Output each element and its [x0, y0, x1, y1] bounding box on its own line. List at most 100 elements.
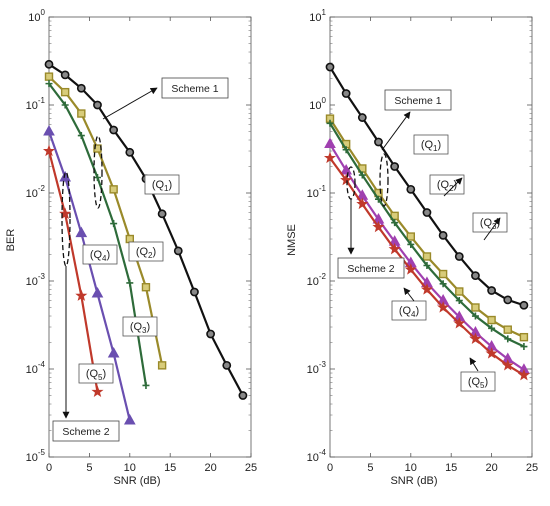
ber-data-point [44, 72, 54, 81]
ber-data-point [190, 287, 199, 297]
nmse-data-point [519, 300, 529, 310]
ber-data-point [126, 279, 134, 287]
nmse-data-point [390, 162, 400, 171]
nmse-data-point [438, 269, 448, 279]
nmse-series-label: (Q4) [399, 305, 419, 319]
nmse-data-point [357, 113, 367, 122]
ber-scheme-1-ellipse [93, 135, 103, 209]
nmse-series-label-box [460, 371, 496, 392]
ber-data-point [238, 391, 248, 400]
ber-data-point [125, 234, 135, 244]
nmse-y-tick-label: 10-2 [307, 272, 327, 288]
nmse-data-point [453, 317, 466, 329]
nmse-y-tick-label: 10-4 [307, 448, 327, 464]
nmse-data-point [407, 240, 415, 248]
ber-data-point [44, 59, 54, 69]
nmse-data-point [326, 119, 334, 127]
nmse-scheme-2-label: Scheme 2 [347, 263, 394, 275]
nmse-data-point [325, 62, 335, 72]
nmse-data-point [323, 151, 337, 164]
nmse-data-point [340, 173, 353, 186]
ber-y-tick-label: 10-4 [26, 360, 46, 376]
nmse-x-tick-label: 5 [367, 462, 373, 474]
ber-series-q5 [42, 144, 104, 397]
nmse-data-point [404, 263, 417, 275]
ber-series-label-box [122, 316, 158, 337]
nmse-data-point [374, 137, 383, 147]
nmse-data-point [391, 219, 399, 227]
nmse-data-point [504, 335, 512, 343]
ber-data-point [42, 144, 56, 157]
ber-data-point [75, 289, 88, 301]
ber-data-point [206, 329, 215, 339]
ber-annotations: Scheme 1 Scheme 2 [52, 77, 229, 442]
nmse-series-line [329, 122, 525, 348]
ber-data-point [60, 87, 70, 97]
nmse-data-point [437, 301, 450, 313]
nmse-data-point [454, 252, 464, 261]
ber-scheme-1-label: Scheme 1 [171, 83, 218, 95]
ber-x-tick-label: 0 [46, 462, 52, 474]
nmse-data-point [471, 303, 480, 312]
ber-y-tick-label: 100 [28, 8, 45, 24]
ber-data-point [123, 413, 136, 425]
nmse-x-tick-label: 25 [526, 462, 538, 474]
ber-data-point [107, 346, 120, 358]
ber-y-tick-label: 10-2 [26, 184, 46, 200]
nmse-data-point [487, 286, 496, 295]
ber-data-point [76, 83, 86, 93]
ber-x-tick-label: 20 [204, 462, 216, 474]
ber-chart: BER SNR (dB) 0 5 10 15 20 25 100 10-1 10-2 10-3 10… [5, 8, 257, 487]
ber-series-q1 [44, 59, 248, 400]
nmse-data-point [388, 242, 401, 255]
nmse-data-point [519, 332, 529, 342]
ber-data-point [61, 101, 69, 109]
ber-y-tick-label: 10-5 [26, 448, 46, 464]
ber-series-label-box [78, 363, 114, 384]
nmse-data-point [356, 197, 369, 210]
nmse-data-point [469, 332, 482, 345]
nmse-data-point [471, 312, 479, 320]
ber-data-point [142, 381, 150, 389]
ber-series-q3 [45, 80, 150, 389]
ber-data-point [59, 207, 72, 219]
ber-series-label: (Q4) [90, 249, 110, 263]
nmse-data-point [406, 232, 415, 241]
nmse-label-pointer-arrow [469, 357, 479, 372]
nmse-data-point [358, 171, 366, 179]
ber-series-label-box [128, 241, 164, 262]
ber-data-point [157, 361, 167, 370]
nmse-data-point [439, 280, 447, 288]
nmse-x-axis-label: SNR (dB) [390, 475, 437, 487]
nmse-data-point [341, 89, 351, 98]
nmse-chart: NMSE SNR (dB) 0 5 10 15 20 25 101 100 10-1 10-2 10… [286, 8, 538, 487]
ber-x-tick-label: 25 [245, 462, 257, 474]
nmse-scheme-1-ellipse [379, 153, 389, 207]
nmse-series-q4 [324, 137, 530, 374]
nmse-x-tick-label: 0 [327, 462, 333, 474]
ber-data-point [141, 283, 151, 292]
nmse-y-tick-label: 10-3 [307, 360, 327, 376]
nmse-data-point [422, 208, 432, 217]
ber-series-line [48, 82, 148, 386]
ber-data-point [77, 132, 85, 140]
ber-data-point [125, 147, 135, 157]
ber-series-label-box [144, 174, 180, 195]
ber-series-label-box [82, 244, 118, 265]
nmse-label-pointer-arrow [403, 287, 415, 302]
nmse-x-tick-label: 15 [445, 462, 457, 474]
ber-x-axis-label: SNR (dB) [113, 475, 160, 487]
nmse-series-q3 [326, 119, 528, 351]
nmse-series-label: (Q3) [480, 217, 500, 231]
ber-data-point [91, 287, 104, 298]
nmse-data-point [420, 283, 434, 295]
ber-x-tick-label: 15 [164, 462, 176, 474]
nmse-series-label: (Q1) [421, 139, 441, 153]
nmse-data-point [455, 287, 464, 296]
ber-scheme-1-box [161, 77, 229, 99]
nmse-label-pointer-arrow [483, 217, 501, 241]
nmse-series-label-box [391, 300, 427, 321]
nmse-annotations: Scheme 1 Scheme 2 [337, 89, 452, 279]
ber-scheme-2-label: Scheme 2 [62, 426, 109, 438]
